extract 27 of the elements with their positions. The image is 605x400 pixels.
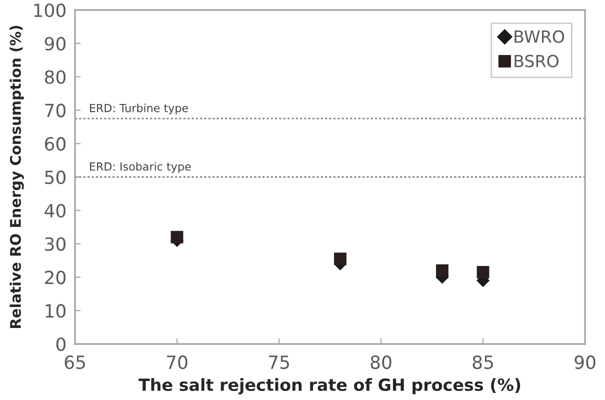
y-tick-label: 100 <box>34 3 66 18</box>
ref-line-label: ERD: Turbine type <box>90 104 188 114</box>
y-tick-label: 40 <box>44 204 66 218</box>
x-tick-label: 75 <box>269 356 289 370</box>
y-tick-label: 30 <box>45 237 66 251</box>
y-tick-label: 50 <box>45 170 66 184</box>
x-tick-label: 65 <box>64 355 85 370</box>
x-axis-title: The salt rejection rate of GH process (%) <box>138 378 520 394</box>
x-tick-label: 90 <box>574 355 596 370</box>
point <box>436 264 448 277</box>
legend-label: BWRO <box>514 30 564 43</box>
point <box>170 230 184 244</box>
y-tick-label: 80 <box>44 70 66 84</box>
legend-label: BSRO <box>514 54 559 68</box>
y-tick-label: 60 <box>44 137 66 151</box>
point <box>334 252 346 266</box>
y-tick-label: 70 <box>45 104 66 118</box>
x-tick-label: 70 <box>167 355 188 370</box>
x-tick-label: 80 <box>370 355 392 370</box>
y-axis-title: Relative RO Energy Consumption (%) <box>10 26 24 328</box>
y-tick-label: 90 <box>44 36 66 51</box>
y-tick-label: 0 <box>56 337 66 352</box>
point <box>476 266 490 278</box>
y-tick-label: 20 <box>45 270 66 284</box>
y-tick-label: 10 <box>46 304 66 318</box>
x-tick-label: 85 <box>472 355 493 370</box>
ref-line-label: ERD: Isobaric type <box>90 162 191 173</box>
